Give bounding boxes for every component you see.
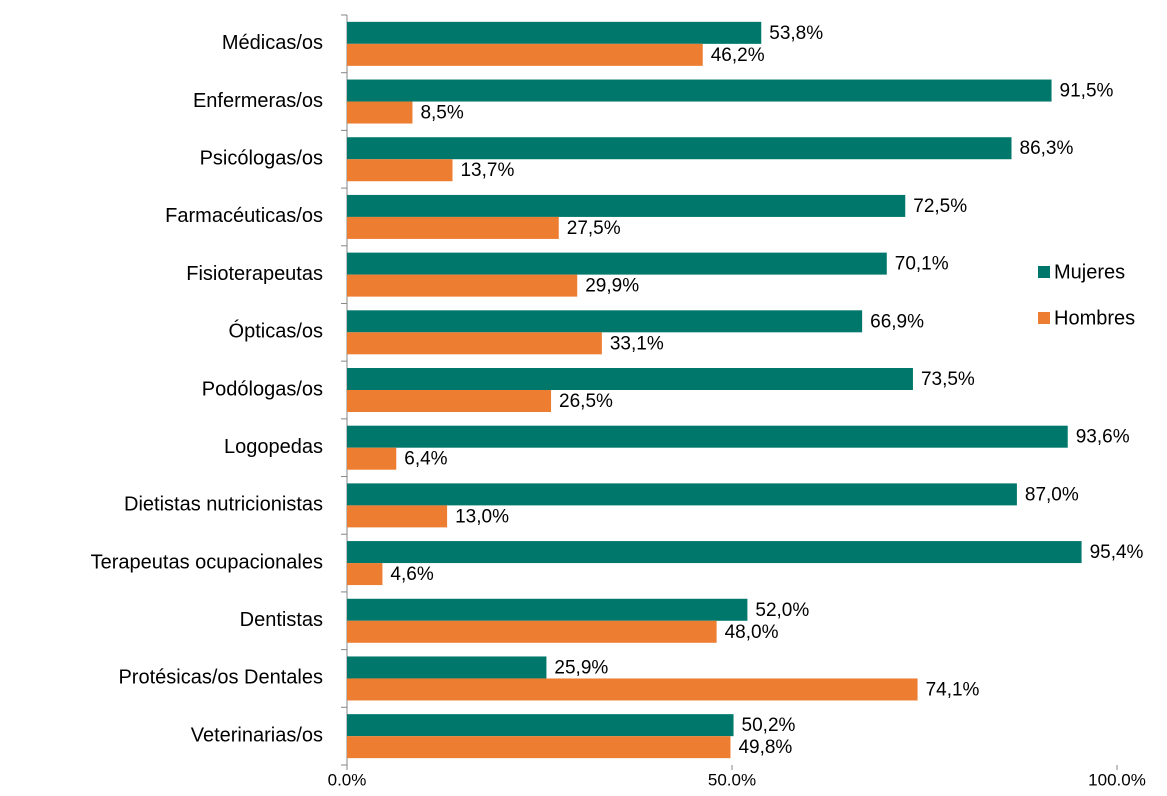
legend-label: Mujeres [1054,261,1125,283]
category-label: Dietistas nutricionistas [124,494,323,516]
value-label: 27,5% [567,218,621,239]
bar [347,310,863,333]
bar [347,425,1068,448]
category-label: Terapeutas ocupacionales [91,551,323,573]
value-label: 8,5% [420,103,463,124]
value-label: 52,0% [755,600,809,621]
value-label: 86,3% [1020,138,1074,159]
bar [347,736,731,759]
value-label: 95,4% [1090,542,1144,563]
value-label: 74,1% [926,679,980,700]
x-tick-label: 0.0% [328,770,367,789]
bar [347,598,748,621]
category-label: Médicas/os [222,32,323,54]
bar [347,620,717,643]
bar [347,252,887,275]
bar [347,101,413,124]
bar [347,137,1012,160]
category-label: Logopedas [224,436,323,458]
value-label: 29,9% [585,276,639,297]
bar [347,332,602,355]
bar [347,194,906,217]
bar [347,79,1052,102]
category-label: Veterinarias/os [191,724,323,746]
x-tick-label: 50.0% [708,770,756,789]
value-label: 4,6% [390,564,433,585]
bar [347,159,453,182]
value-label: 49,8% [738,737,792,758]
value-label: 33,1% [610,333,664,354]
legend-swatch [1038,266,1050,278]
value-label: 53,8% [769,23,823,44]
value-label: 6,4% [404,449,447,470]
x-tick-label: 100.0% [1088,770,1146,789]
bar [347,43,703,66]
legend-label: Hombres [1054,307,1135,329]
bar [347,368,913,390]
bar [347,21,762,44]
category-label: Podólogas/os [202,378,323,400]
category-label: Fisioterapeutas [186,263,323,285]
value-label: 48,0% [725,622,779,643]
bar [347,656,547,679]
category-label: Enfermeras/os [193,90,323,112]
bar [347,714,734,737]
value-label: 13,7% [460,160,514,181]
value-label: 73,5% [921,369,975,390]
category-label: Psicólogas/os [200,148,323,170]
category-label: Farmacéuticas/os [165,205,323,227]
value-label: 72,5% [913,196,967,217]
bar [347,447,397,470]
category-label: Ópticas/os [229,320,323,343]
bar [347,563,383,586]
value-label: 87,0% [1025,484,1079,505]
value-label: 93,6% [1076,427,1130,448]
bar [347,541,1082,564]
bar [347,678,918,701]
bar [347,274,578,297]
value-label: 91,5% [1060,81,1114,102]
bar [347,216,559,239]
value-label: 25,9% [554,657,608,678]
bar [347,505,448,528]
value-label: 66,9% [870,311,924,332]
value-label: 46,2% [711,45,765,66]
category-label: Dentistas [240,609,323,631]
category-label: Protésicas/os Dentales [118,667,323,689]
value-label: 50,2% [742,715,796,736]
value-label: 70,1% [895,254,949,275]
value-label: 13,0% [455,506,509,527]
value-label: 26,5% [559,391,613,412]
bar [347,390,552,412]
bar [347,483,1017,506]
legend-swatch [1038,312,1050,324]
